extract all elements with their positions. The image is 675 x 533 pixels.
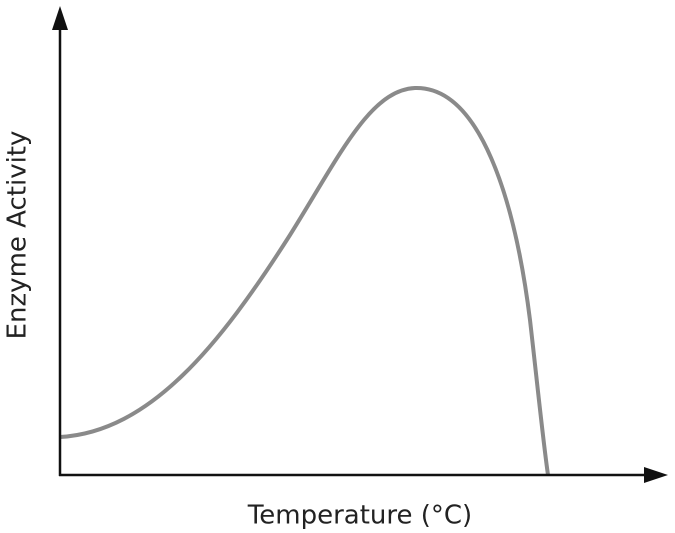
- x-axis-label: Temperature (°C): [247, 501, 472, 531]
- y-axis-arrow: [52, 6, 68, 30]
- y-axis-label: Enzyme Activity: [3, 131, 33, 340]
- activity-curve: [59, 85, 550, 476]
- x-axis-arrow: [644, 467, 668, 483]
